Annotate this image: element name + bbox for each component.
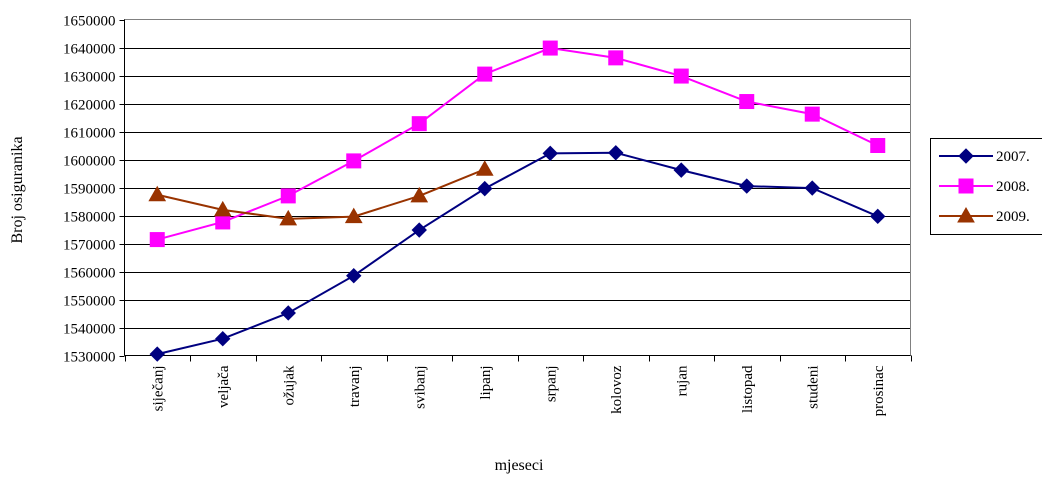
y-tick-label: 1550000: [63, 294, 116, 310]
data-point: [739, 94, 755, 110]
y-tick-label: 1590000: [63, 182, 116, 198]
data-point: [477, 180, 493, 197]
x-tick-label: prosinac: [871, 365, 887, 416]
x-tick-label: listopad: [740, 365, 756, 413]
y-tick-label: 1650000: [63, 14, 116, 30]
legend-label: 2009.: [996, 209, 1030, 225]
y-tick-label: 1610000: [63, 126, 116, 142]
data-point: [608, 145, 624, 161]
y-tick-labels: 1530000 1540000 1550000 1560000 1570000 15800…: [63, 14, 116, 366]
y-tick-label: 1570000: [63, 238, 116, 254]
data-point: [608, 50, 624, 66]
x-tick-label: rujan: [674, 365, 690, 396]
data-point: [280, 305, 296, 321]
legend-label: 2008.: [996, 179, 1030, 195]
x-axis-title: mjeseci: [495, 457, 544, 474]
series-2007: [149, 145, 886, 362]
data-point: [279, 209, 298, 226]
data-point: [280, 188, 296, 204]
data-point: [213, 200, 232, 217]
gridlines: [119, 20, 911, 357]
x-tick-label: lipanj: [478, 366, 494, 400]
series-line: [157, 168, 486, 220]
data-point: [411, 222, 427, 238]
legend-item: 2009.: [939, 206, 1030, 225]
series-2009: [148, 160, 494, 226]
data-point: [673, 162, 689, 178]
legend-marker: [957, 206, 975, 223]
data-point: [344, 207, 363, 224]
x-tick-label: ožujak: [281, 365, 297, 405]
y-tick-label: 1580000: [63, 210, 116, 226]
data-point: [346, 267, 362, 284]
data-point: [870, 138, 886, 153]
y-tick-label: 1560000: [63, 266, 116, 282]
data-point: [804, 106, 820, 122]
data-point: [148, 185, 167, 202]
data-point: [149, 346, 165, 362]
x-tick-label: studeni: [805, 366, 821, 409]
x-tick-label: srpanj: [543, 366, 559, 403]
x-tick-label: kolovoz: [609, 365, 625, 414]
legend-item: 2008.: [939, 178, 1030, 195]
data-point: [542, 40, 558, 56]
y-tick-label: 1640000: [63, 42, 116, 58]
data-point: [542, 145, 558, 162]
y-axis-title: Broj osiguranika: [9, 136, 26, 243]
data-point: [477, 66, 493, 82]
y-tick-label: 1620000: [63, 98, 116, 114]
data-point: [804, 180, 820, 196]
legend-marker: [958, 148, 974, 164]
x-tick-label: svibanj: [412, 366, 428, 409]
series-lines: [148, 40, 886, 362]
data-point: [475, 160, 494, 176]
data-point: [346, 153, 362, 169]
x-tick-labels: siječanj veljača ožujak travanj svibanj lipan…: [150, 365, 887, 416]
data-point: [215, 330, 231, 347]
legend-marker: [958, 178, 974, 194]
data-point: [411, 116, 427, 132]
data-point: [410, 186, 429, 203]
data-point: [149, 232, 165, 248]
data-point: [739, 178, 755, 194]
y-tick-label: 1630000: [63, 70, 116, 86]
legend: 2007. 2008. 2009.: [930, 138, 1042, 235]
series-2008: [149, 40, 886, 248]
legend-label: 2007.: [996, 149, 1030, 165]
y-tick-label: 1540000: [63, 322, 116, 338]
series-line: [156, 47, 879, 241]
data-point: [215, 214, 231, 230]
y-tick-label: 1600000: [63, 154, 116, 170]
x-tick-label: travanj: [347, 366, 363, 408]
x-tick-label: siječanj: [150, 366, 166, 412]
data-point: [870, 208, 886, 225]
series-line: [157, 151, 879, 356]
data-point: [673, 68, 689, 84]
x-tick-label: veljača: [216, 365, 232, 408]
legend-item: 2007.: [939, 148, 1030, 165]
y-tick-label: 1530000: [63, 350, 116, 366]
axes: [124, 19, 912, 362]
